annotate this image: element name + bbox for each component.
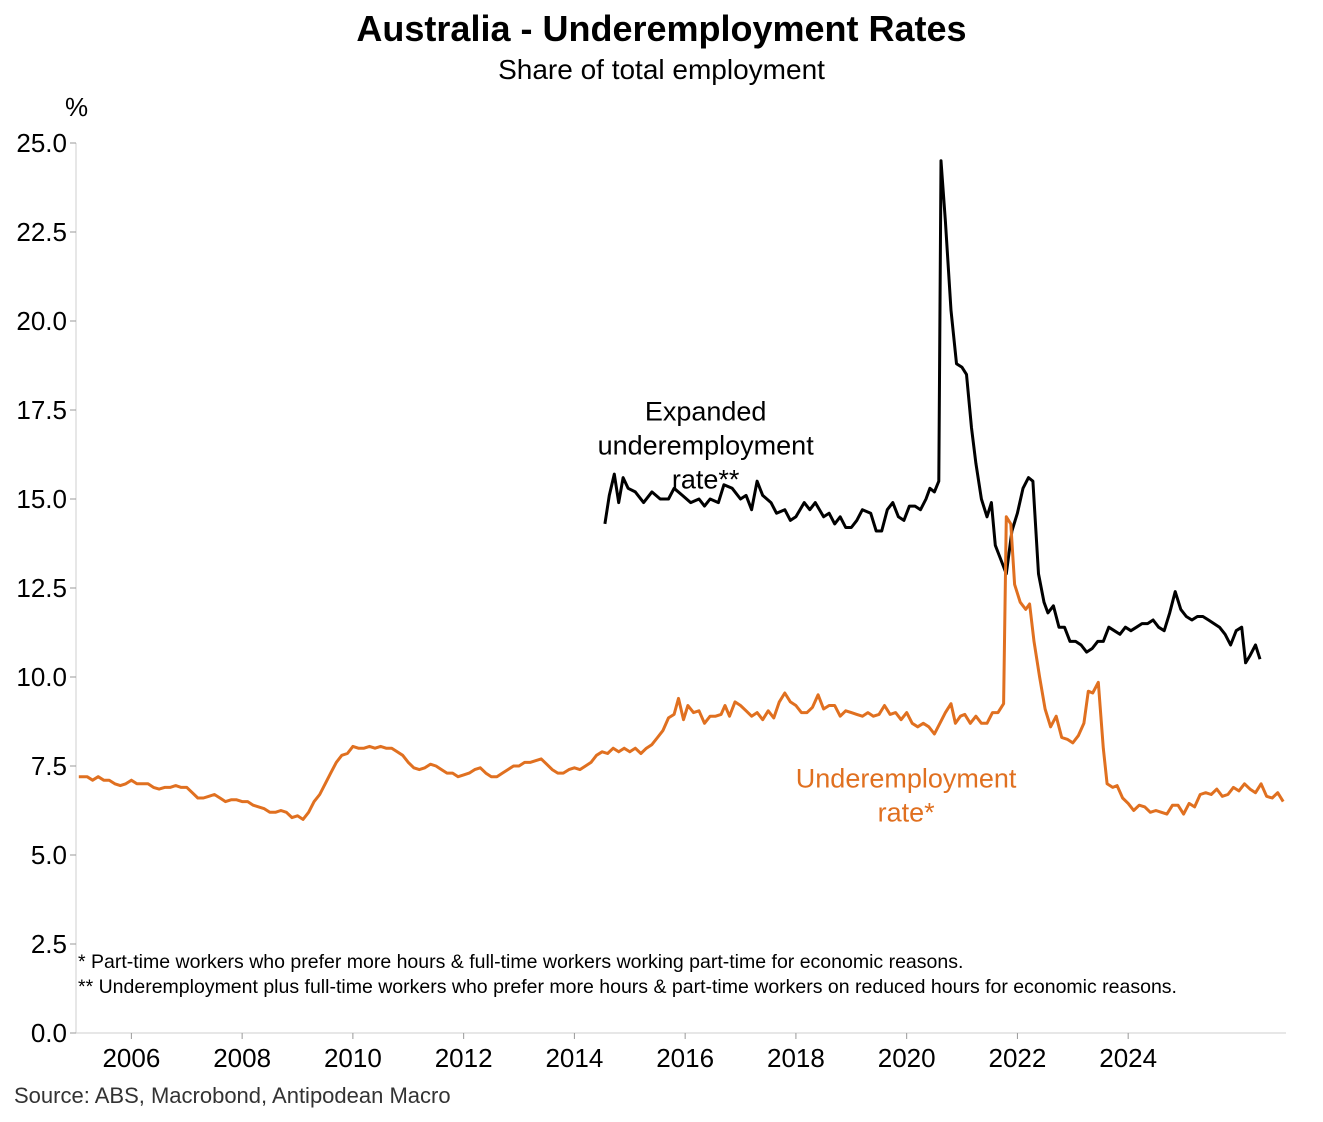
x-tick-label: 2006 xyxy=(102,1043,160,1073)
y-tick-label: 0.0 xyxy=(31,1018,67,1048)
source-note: Source: ABS, Macrobond, Antipodean Macro xyxy=(14,1083,451,1108)
x-tick-label: 2020 xyxy=(878,1043,936,1073)
underemployment-label: Underemployment rate* xyxy=(796,763,1017,827)
axes: 0.0 2.5 5.0 7.5 10.0 12.5 15.0 17.5 20.0 22.5 25.0… xyxy=(16,128,1286,1073)
x-tick-label: 2012 xyxy=(435,1043,493,1073)
x-tick-label: 2018 xyxy=(767,1043,825,1073)
y-tick-label: 22.5 xyxy=(16,217,67,247)
expanded-underemployment-label: Expanded underemployment rate** xyxy=(598,397,815,495)
x-tick-label: 2010 xyxy=(324,1043,382,1073)
y-tick-label: 2.5 xyxy=(31,929,67,959)
y-tick-label: 25.0 xyxy=(16,128,67,158)
chart-title: Australia - Underemployment Rates xyxy=(356,8,967,49)
underemployment-line xyxy=(78,515,1285,821)
x-tick-label: 2024 xyxy=(1099,1043,1157,1073)
x-tick-label: 2014 xyxy=(545,1043,603,1073)
footnote-underemployment: * Part-time workers who prefer more hour… xyxy=(78,951,964,973)
annotation-line: Expanded xyxy=(645,397,767,427)
series-annotations: Expanded underemployment rate** Underemploy… xyxy=(598,397,1017,828)
series-lines xyxy=(78,159,1285,821)
x-tick-label: 2022 xyxy=(988,1043,1046,1073)
y-tick-label: 7.5 xyxy=(31,751,67,781)
y-tick-label: 17.5 xyxy=(16,395,67,425)
annotation-line: rate* xyxy=(878,797,936,827)
y-axis-unit-label: % xyxy=(65,92,89,122)
annotation-line: Underemployment xyxy=(796,763,1017,793)
expanded-underemployment-line xyxy=(603,159,1262,665)
annotation-line: rate** xyxy=(672,465,740,495)
annotation-line: underemployment xyxy=(598,431,815,461)
footnote-expanded: ** Underemployment plus full-time worker… xyxy=(78,976,1177,998)
y-tick-label: 12.5 xyxy=(16,573,67,603)
y-tick-label: 10.0 xyxy=(16,662,67,692)
y-tick-label: 20.0 xyxy=(16,306,67,336)
y-tick-label: 5.0 xyxy=(31,840,67,870)
footnotes: * Part-time workers who prefer more hour… xyxy=(78,950,1178,1000)
x-tick-label: 2016 xyxy=(656,1043,714,1073)
x-tick-label: 2008 xyxy=(213,1043,271,1073)
y-tick-label: 15.0 xyxy=(16,484,67,514)
chart-subtitle: Share of total employment xyxy=(498,54,825,85)
